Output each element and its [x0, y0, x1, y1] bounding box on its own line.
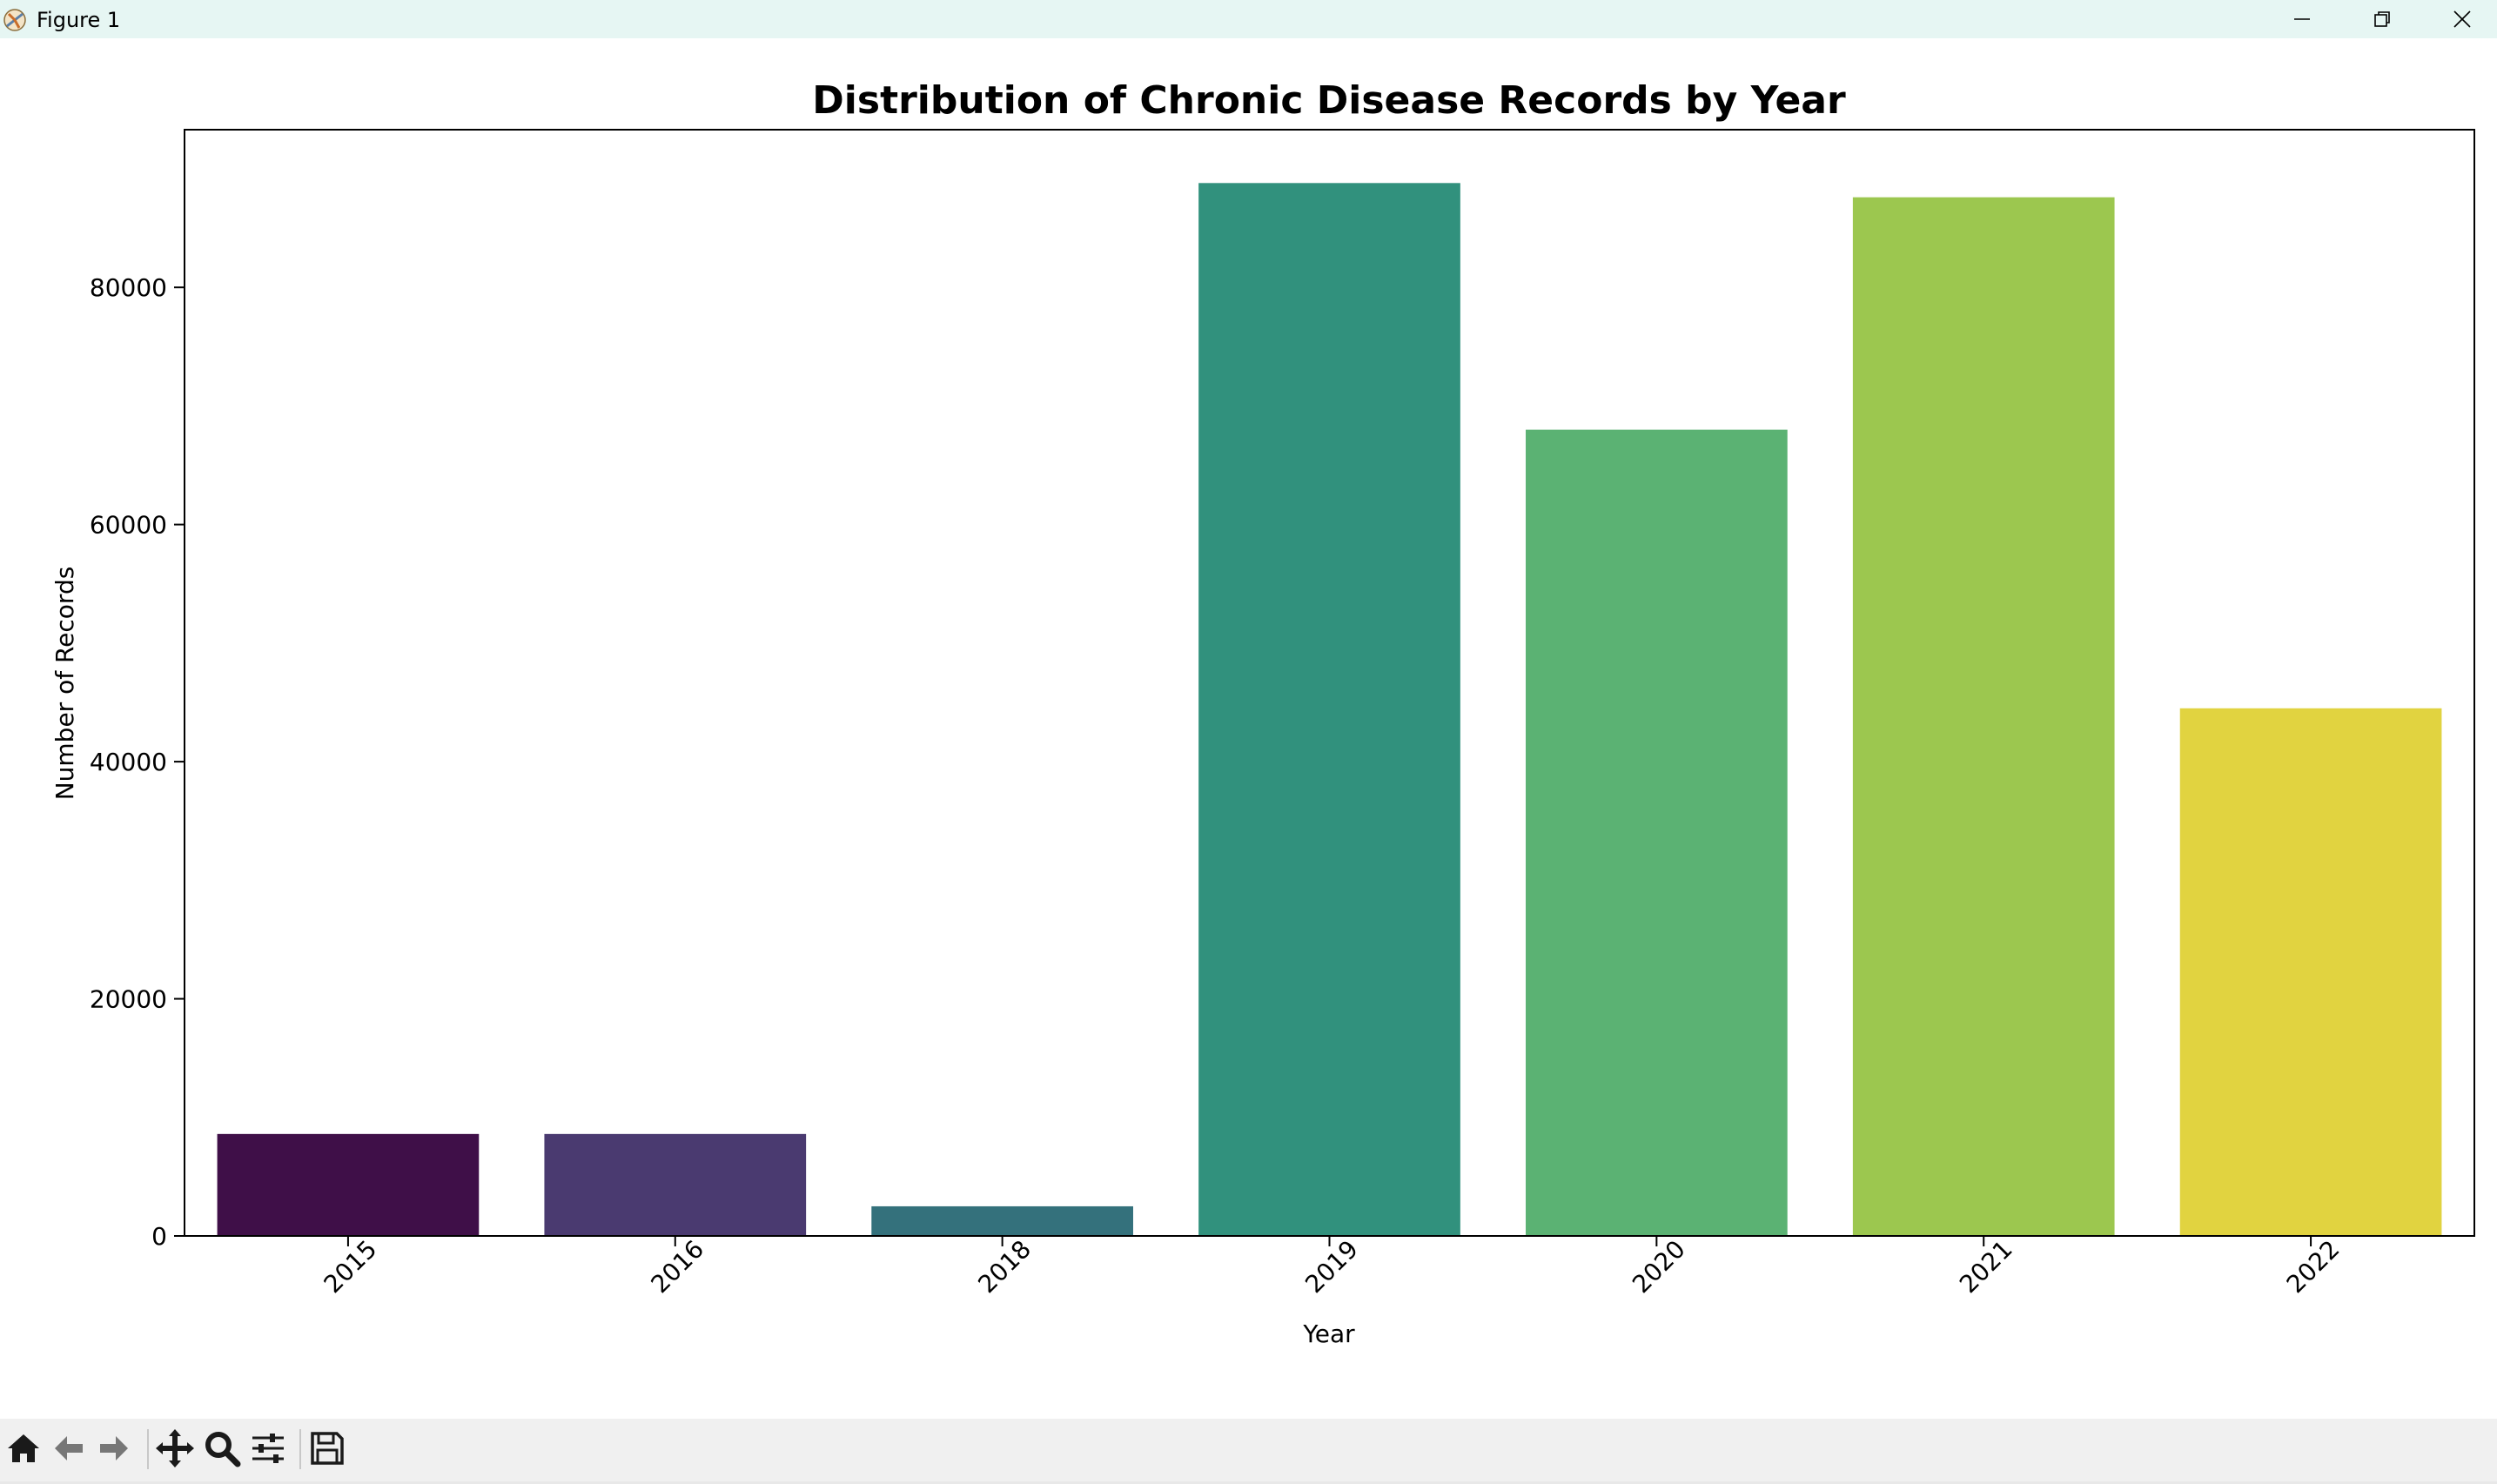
x-axis-label: Year — [1302, 1319, 1355, 1348]
x-tick-label: 2015 — [319, 1235, 383, 1299]
forward-icon — [100, 1436, 128, 1460]
restore-icon — [2374, 11, 2390, 27]
save-icon — [311, 1432, 344, 1465]
zoom-button[interactable] — [201, 1427, 243, 1469]
y-tick-label: 20000 — [90, 985, 167, 1014]
minimize-button[interactable] — [2263, 0, 2341, 38]
minimize-icon — [2294, 18, 2310, 20]
bar-2015 — [217, 1133, 480, 1236]
restore-button[interactable] — [2343, 0, 2421, 38]
back-icon — [55, 1436, 83, 1460]
pan-icon — [156, 1429, 194, 1467]
navigation-toolbar — [0, 1419, 2497, 1484]
status-strip — [0, 1481, 2497, 1484]
back-button[interactable] — [48, 1427, 90, 1469]
x-tick-label: 2021 — [1954, 1235, 2018, 1299]
save-button[interactable] — [306, 1427, 348, 1469]
x-tick-label: 2016 — [646, 1235, 710, 1299]
y-tick-label: 80000 — [90, 273, 167, 302]
x-axis: 2015 2016 2018 2019 2020 2021 2022 — [319, 1235, 2346, 1299]
configure-subplots-button[interactable] — [247, 1427, 289, 1469]
y-axis-label: Number of Records — [50, 567, 79, 801]
bar-2019 — [1198, 183, 1460, 1236]
configure-subplots-icon — [252, 1434, 284, 1463]
y-tick-label: 0 — [151, 1222, 167, 1251]
home-button[interactable] — [3, 1427, 44, 1469]
matplotlib-app-icon — [3, 9, 26, 31]
window-titlebar: Figure 1 — [0, 0, 2497, 38]
x-tick-label: 2019 — [1299, 1235, 1364, 1299]
y-tick-label: 40000 — [90, 748, 167, 776]
x-tick-label: 2020 — [1627, 1235, 1691, 1299]
zoom-icon — [205, 1432, 241, 1467]
bar-2021 — [1852, 197, 2115, 1236]
forward-button[interactable] — [93, 1427, 135, 1469]
x-tick-label: 2022 — [2281, 1235, 2346, 1299]
toolbar-separator — [147, 1429, 149, 1469]
close-icon — [2453, 10, 2471, 28]
window-title: Figure 1 — [37, 8, 121, 32]
figure-canvas[interactable]: Distribution of Chronic Disease Records … — [0, 38, 2497, 1419]
bar-2018 — [871, 1205, 1133, 1236]
y-tick-label: 60000 — [90, 511, 167, 540]
bar-2022 — [2179, 708, 2442, 1236]
x-tick-label: 2018 — [972, 1235, 1037, 1299]
bar-2020 — [1526, 429, 1788, 1236]
toolbar-separator — [299, 1429, 301, 1469]
bars-group — [217, 183, 2442, 1236]
home-icon — [8, 1434, 39, 1462]
y-axis: 0 20000 40000 60000 80000 — [90, 273, 185, 1251]
bar-2016 — [544, 1133, 807, 1236]
close-button[interactable] — [2423, 0, 2497, 38]
chart-title: Distribution of Chronic Disease Records … — [812, 78, 1846, 123]
pan-button[interactable] — [154, 1427, 196, 1469]
